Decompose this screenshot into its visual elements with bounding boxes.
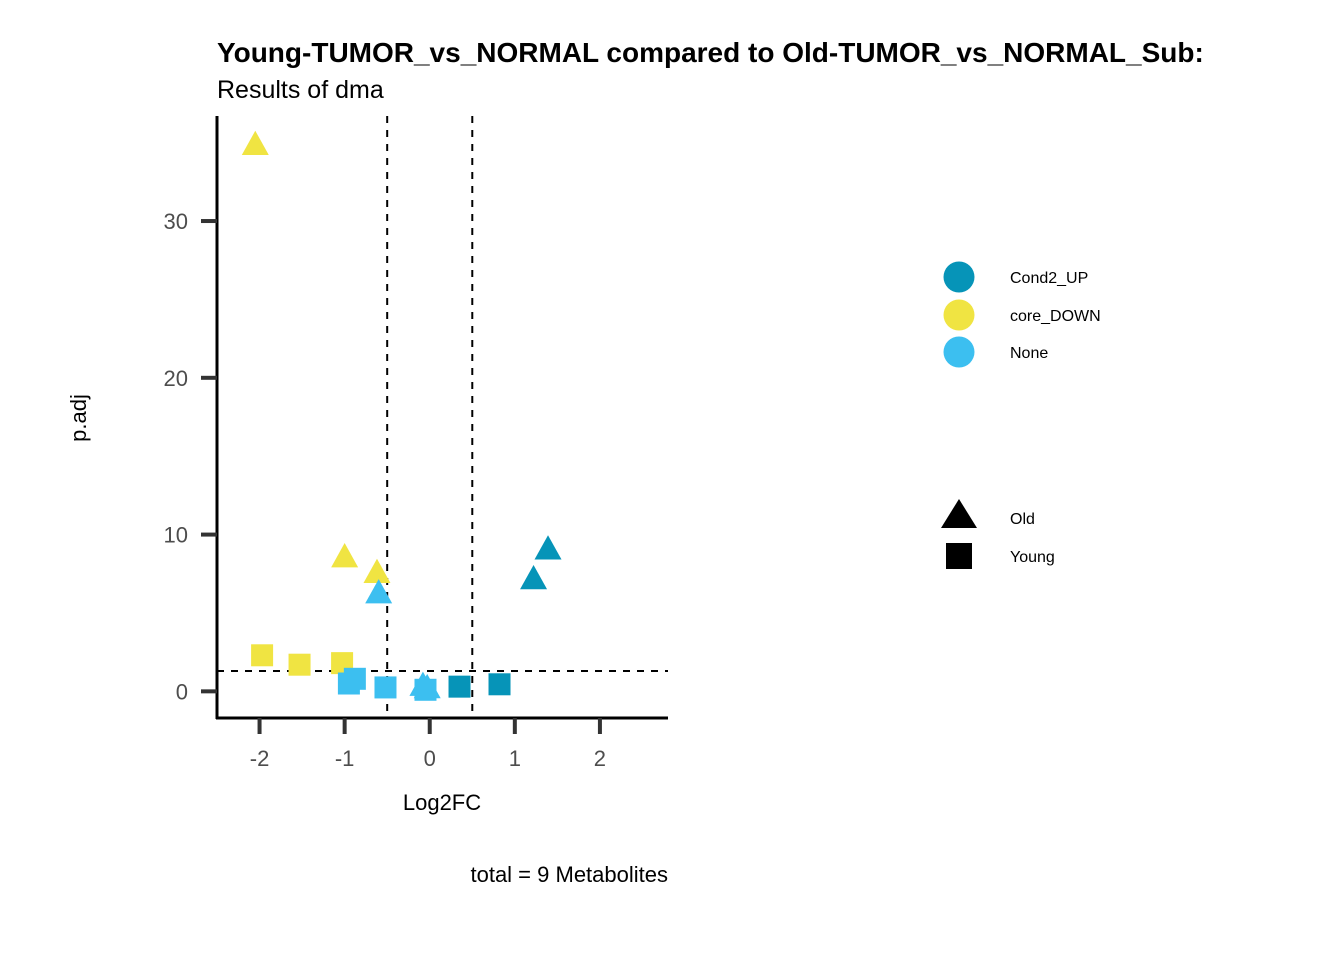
legend-color-key — [943, 299, 975, 331]
x-axis-title: Log2FC — [403, 790, 481, 815]
data-point-old — [413, 673, 441, 699]
data-point-old — [534, 535, 562, 560]
legend-shape-key-square — [946, 543, 972, 569]
x-tick-label: -1 — [335, 746, 355, 771]
legend-color-label: Cond2_UP — [1010, 270, 1088, 287]
data-point-young — [288, 653, 311, 676]
legend-color-label: None — [1010, 345, 1048, 362]
legend-color-key — [943, 261, 975, 293]
plot-area: 0 10 20 30 -2 -1 0 1 2 — [164, 116, 668, 771]
chart-caption: total = 9 Metabolites — [470, 862, 668, 887]
x-tick-label: 0 — [424, 746, 436, 771]
data-point-young — [374, 676, 397, 699]
data-point-young — [448, 675, 471, 698]
legend: Cond2_UP core_DOWN None Old Young — [941, 261, 1101, 569]
data-point-old — [520, 564, 548, 590]
x-tick-label: 1 — [509, 746, 521, 771]
data-point-young — [488, 673, 511, 696]
legend-shape-label: Old — [1010, 511, 1035, 528]
chart-subtitle: Results of dma — [217, 76, 384, 104]
legend-color-label: core_DOWN — [1010, 308, 1101, 325]
legend-shape-key-triangle — [941, 499, 977, 528]
chart-title: Young-TUMOR_vs_NORMAL compared to Old-TU… — [217, 37, 1204, 68]
y-tick-label: 0 — [176, 679, 188, 704]
data-point-old — [241, 130, 269, 156]
data-point-old — [331, 543, 359, 568]
y-tick-label: 30 — [164, 209, 188, 234]
y-tick-label: 10 — [164, 523, 188, 548]
y-tick-label: 20 — [164, 366, 188, 391]
x-tick-label: 2 — [594, 746, 606, 771]
legend-color-key — [943, 336, 975, 368]
data-point-young — [337, 672, 360, 695]
data-point-old — [363, 558, 391, 584]
y-axis-title: p.adj — [66, 394, 91, 442]
data-point-old — [365, 579, 393, 604]
legend-shape-label: Young — [1010, 549, 1055, 566]
x-tick-label: -2 — [250, 746, 270, 771]
data-point-young — [251, 644, 274, 667]
